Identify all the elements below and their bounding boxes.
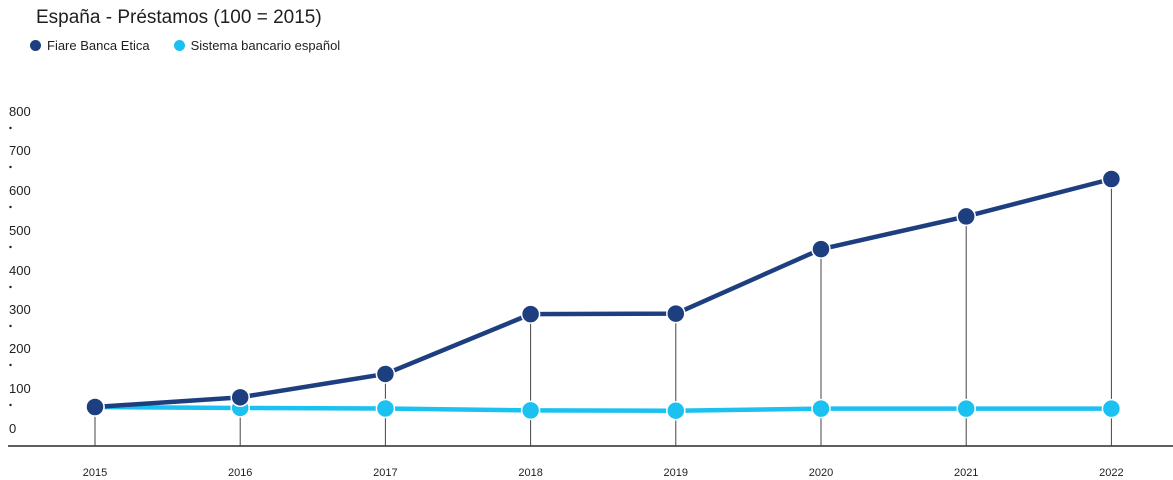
- y-tick-dot: [9, 165, 12, 169]
- x-tick-label: 2022: [1099, 467, 1123, 479]
- y-tick-dot: [9, 285, 12, 289]
- data-point-fiare: [956, 206, 976, 227]
- data-point-fiare: [375, 364, 396, 384]
- y-tick-dot: [9, 245, 12, 249]
- y-tick-dot: [9, 403, 12, 407]
- y-tick-label: 200: [9, 341, 31, 356]
- data-point-fiare: [811, 239, 831, 259]
- legend-item-sistema: Sistema bancario español: [173, 38, 341, 53]
- y-tick-label: 600: [9, 183, 31, 198]
- legend-dot-fiare: [30, 40, 41, 51]
- data-point-sistema: [956, 398, 976, 419]
- legend-label-fiare: Fiare Banca Etica: [47, 38, 150, 53]
- y-tick-label: 300: [9, 302, 31, 317]
- x-tick-label: 2017: [373, 467, 397, 479]
- series-line-fiare: [92, 176, 1114, 410]
- x-tick-label: 2018: [518, 467, 542, 479]
- legend-label-sistema: Sistema bancario español: [190, 38, 341, 53]
- data-point-sistema: [375, 398, 396, 419]
- y-tick-dot: [9, 324, 12, 328]
- y-tick-label: 500: [9, 223, 31, 238]
- data-point-fiare: [666, 303, 686, 324]
- data-point-fiare: [85, 397, 105, 417]
- x-tick-label: 2021: [954, 467, 978, 479]
- chart-title: España - Préstamos (100 = 2015): [36, 7, 322, 28]
- x-tick-label: 2019: [664, 467, 688, 479]
- data-point-fiare: [230, 387, 250, 408]
- y-tick-dot: [9, 126, 12, 130]
- y-tick-label: 800: [9, 104, 31, 119]
- data-point-sistema: [811, 398, 831, 419]
- y-tick-dot: [9, 205, 12, 209]
- y-tick-label: 0: [9, 421, 16, 436]
- series-line-sistema: [92, 404, 1114, 413]
- legend-item-fiare: Fiare Banca Etica: [30, 38, 150, 53]
- x-tick-label: 2016: [228, 467, 252, 479]
- data-point-sistema: [1101, 398, 1122, 419]
- y-tick-label: 100: [9, 381, 31, 396]
- x-tick-label: 2015: [83, 467, 107, 479]
- y-tick-label: 400: [9, 263, 31, 278]
- y-tick-label: 700: [9, 143, 31, 158]
- legend: Fiare Banca Etica Sistema bancario españ…: [30, 38, 364, 53]
- data-point-fiare: [520, 304, 541, 324]
- y-tick-dot: [9, 363, 12, 367]
- data-point-fiare: [1101, 169, 1122, 189]
- data-point-sistema: [520, 400, 541, 421]
- x-tick-label: 2020: [809, 467, 833, 479]
- legend-dot-sistema: [173, 40, 185, 51]
- data-point-sistema: [666, 400, 686, 421]
